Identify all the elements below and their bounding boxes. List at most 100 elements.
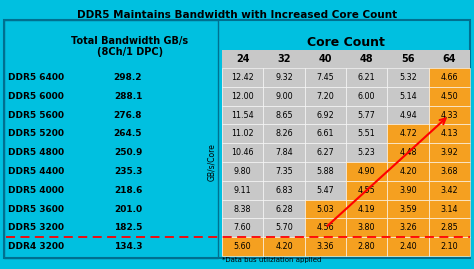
Bar	[346, 87, 387, 106]
Text: DDR5 3200: DDR5 3200	[8, 223, 64, 232]
Text: 7.60: 7.60	[234, 223, 252, 232]
Bar	[222, 162, 264, 181]
Bar	[346, 68, 387, 87]
Text: 182.5: 182.5	[114, 223, 142, 232]
Text: 8.26: 8.26	[275, 129, 293, 138]
Text: DDR5 4000: DDR5 4000	[8, 186, 64, 195]
Bar	[264, 106, 305, 124]
Text: 4.20: 4.20	[275, 242, 293, 251]
Text: Total Bandwidth GB/s: Total Bandwidth GB/s	[72, 36, 189, 46]
Text: 6.21: 6.21	[358, 73, 375, 82]
Text: 4.13: 4.13	[441, 129, 458, 138]
Text: 2.85: 2.85	[440, 223, 458, 232]
Text: 3.90: 3.90	[399, 186, 417, 195]
Text: 6.00: 6.00	[358, 92, 375, 101]
Bar	[346, 143, 387, 162]
Bar	[222, 68, 264, 87]
Text: 5.60: 5.60	[234, 242, 252, 251]
Text: 235.3: 235.3	[114, 167, 142, 176]
Text: DDR5 6000: DDR5 6000	[8, 92, 64, 101]
Text: 6.61: 6.61	[317, 129, 334, 138]
Bar	[264, 87, 305, 106]
Text: 4.50: 4.50	[440, 92, 458, 101]
Text: GB/s/Core: GB/s/Core	[208, 143, 217, 181]
Text: 4.33: 4.33	[441, 111, 458, 119]
Bar	[305, 106, 346, 124]
Bar	[222, 87, 264, 106]
Text: 4.72: 4.72	[399, 129, 417, 138]
Text: 7.45: 7.45	[317, 73, 334, 82]
Text: 2.10: 2.10	[440, 242, 458, 251]
Text: 4.66: 4.66	[441, 73, 458, 82]
Text: 4.48: 4.48	[399, 148, 417, 157]
Text: 4.20: 4.20	[399, 167, 417, 176]
Text: 264.5: 264.5	[114, 129, 142, 138]
Text: 4.19: 4.19	[358, 204, 375, 214]
Bar	[305, 162, 346, 181]
Text: 4.90: 4.90	[358, 167, 375, 176]
Bar	[222, 68, 470, 256]
Text: 5.51: 5.51	[358, 129, 375, 138]
Bar	[222, 200, 264, 218]
Text: 7.35: 7.35	[275, 167, 293, 176]
Text: 276.8: 276.8	[114, 111, 142, 119]
Text: 3.68: 3.68	[441, 167, 458, 176]
Bar	[222, 181, 264, 200]
Bar	[4, 20, 470, 258]
Bar	[428, 106, 470, 124]
Bar	[305, 68, 346, 87]
Bar	[305, 200, 346, 218]
Text: 5.77: 5.77	[358, 111, 375, 119]
Bar	[264, 200, 305, 218]
Bar	[428, 218, 470, 237]
Bar	[264, 218, 305, 237]
Text: 4.56: 4.56	[317, 223, 334, 232]
Text: 9.32: 9.32	[275, 73, 293, 82]
Text: 12.42: 12.42	[231, 73, 254, 82]
Bar	[222, 124, 264, 143]
Bar	[305, 124, 346, 143]
Text: 11.54: 11.54	[231, 111, 254, 119]
Text: 9.80: 9.80	[234, 167, 252, 176]
Bar	[4, 20, 218, 258]
Text: 7.20: 7.20	[317, 92, 334, 101]
Text: 5.32: 5.32	[399, 73, 417, 82]
Text: 6.92: 6.92	[317, 111, 334, 119]
Bar	[387, 87, 428, 106]
Text: 298.2: 298.2	[114, 73, 142, 82]
Text: 6.83: 6.83	[275, 186, 293, 195]
Bar	[222, 218, 264, 237]
Bar	[264, 237, 305, 256]
Bar	[264, 68, 305, 87]
Bar	[428, 181, 470, 200]
Text: 3.14: 3.14	[441, 204, 458, 214]
Text: 3.59: 3.59	[399, 204, 417, 214]
Text: 218.6: 218.6	[114, 186, 142, 195]
Text: 5.47: 5.47	[317, 186, 334, 195]
Bar	[428, 162, 470, 181]
Bar	[346, 218, 387, 237]
Text: 2.40: 2.40	[399, 242, 417, 251]
Bar	[346, 181, 387, 200]
Text: 24: 24	[236, 54, 249, 64]
Bar	[305, 218, 346, 237]
Bar	[428, 87, 470, 106]
Bar	[428, 143, 470, 162]
Text: 2.80: 2.80	[358, 242, 375, 251]
Bar	[346, 124, 387, 143]
Text: 9.11: 9.11	[234, 186, 252, 195]
Text: 4.94: 4.94	[399, 111, 417, 119]
Bar	[305, 181, 346, 200]
Bar	[346, 237, 387, 256]
Bar	[222, 237, 264, 256]
Bar	[387, 124, 428, 143]
Bar	[305, 87, 346, 106]
Bar	[387, 200, 428, 218]
Text: 32: 32	[277, 54, 291, 64]
Text: 6.27: 6.27	[317, 148, 334, 157]
Bar	[264, 181, 305, 200]
Text: DDR5 4800: DDR5 4800	[8, 148, 64, 157]
Text: 3.80: 3.80	[358, 223, 375, 232]
Text: DDR5 3600: DDR5 3600	[8, 204, 64, 214]
Bar	[264, 124, 305, 143]
